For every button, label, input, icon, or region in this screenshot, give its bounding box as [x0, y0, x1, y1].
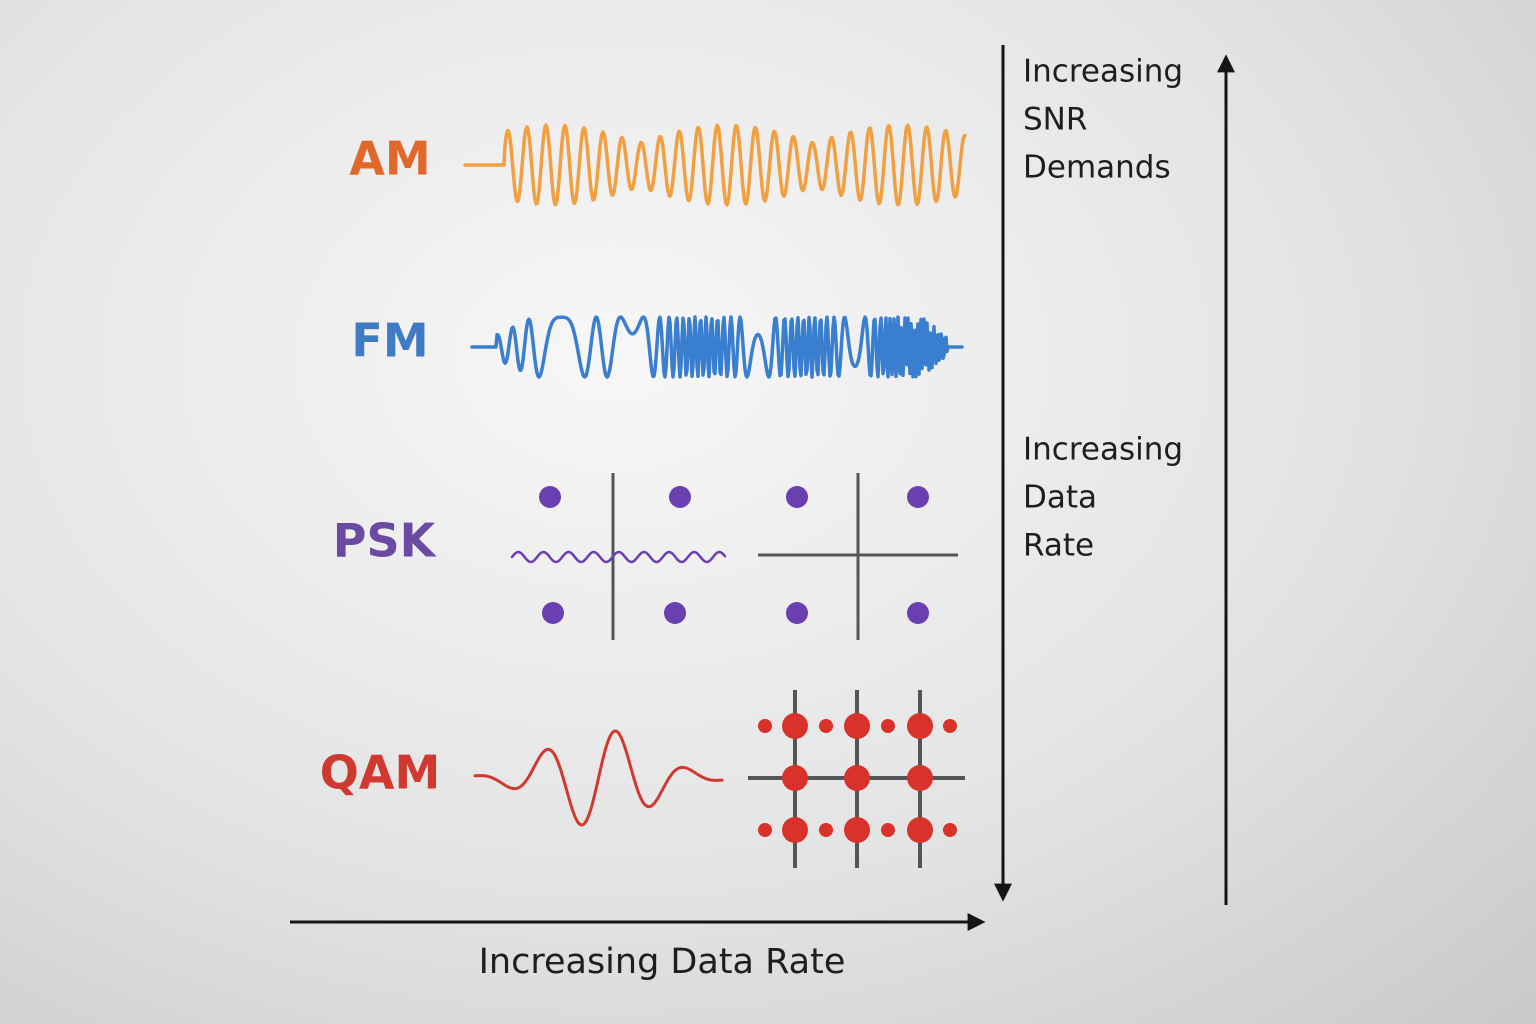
annotation: Increasing — [1023, 432, 1183, 468]
annotation: Rate — [1023, 528, 1094, 564]
psk-points — [539, 486, 929, 624]
annotation: Data — [1023, 480, 1097, 516]
qam-point — [819, 823, 833, 837]
qam-point — [907, 817, 933, 843]
qam-point — [844, 765, 870, 791]
qam-point — [758, 719, 772, 733]
annotation: Increasing — [1023, 54, 1183, 90]
waveform — [470, 315, 964, 379]
qam-point — [844, 713, 870, 739]
qam-point — [782, 713, 808, 739]
waveform — [473, 729, 724, 827]
qam-point — [943, 823, 957, 837]
qam-point — [881, 719, 895, 733]
qam-point — [907, 765, 933, 791]
qam-point — [881, 823, 895, 837]
waveform — [510, 550, 727, 564]
row-label: FM — [351, 314, 428, 368]
qam-point — [819, 719, 833, 733]
qam-point — [782, 765, 808, 791]
qam-point — [907, 713, 933, 739]
row-label: QAM — [320, 746, 440, 800]
qam-point — [758, 823, 772, 837]
row-label: PSK — [333, 514, 438, 568]
qam-point — [943, 719, 957, 733]
qam-points — [758, 713, 957, 843]
qam-point — [782, 817, 808, 843]
qam-point — [844, 817, 870, 843]
axis-label: Increasing Data Rate — [479, 942, 846, 982]
annotation: SNR — [1023, 102, 1087, 138]
row-label: AM — [349, 132, 430, 186]
waveform — [463, 123, 967, 207]
annotation: Demands — [1023, 150, 1171, 186]
